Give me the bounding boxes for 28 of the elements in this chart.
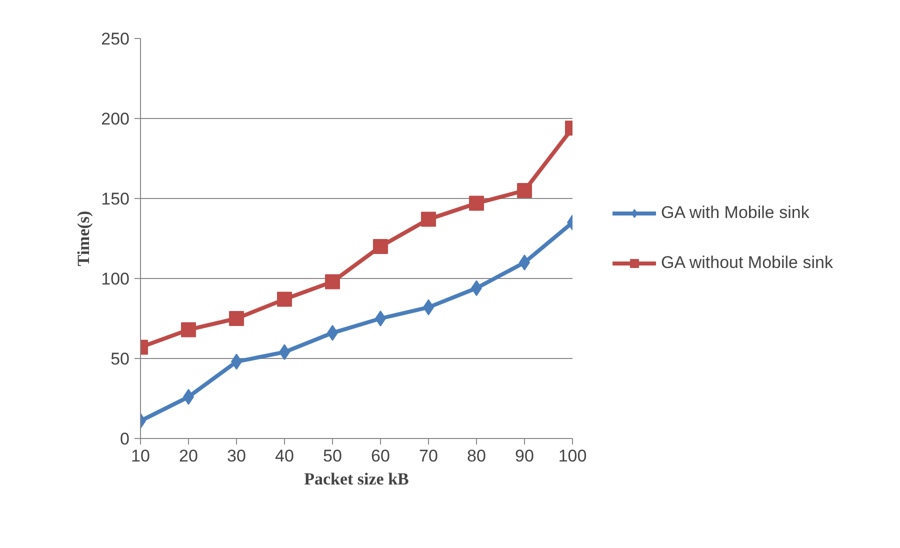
point [373, 239, 388, 254]
point [325, 274, 340, 290]
x-tick-label: 90 [515, 446, 534, 466]
x-tick-label: 20 [179, 446, 198, 466]
y-tick-label: 250 [101, 30, 130, 48]
x-axis-title: Packet size kB [304, 470, 409, 488]
legend-label: GA with Mobile sink [661, 203, 810, 223]
x-tick-label: 40 [275, 446, 294, 466]
x-tick-label: 10 [131, 446, 150, 466]
point [469, 196, 484, 211]
y-tick-label: 200 [101, 110, 130, 128]
point [277, 292, 292, 307]
y-tick-label: 50 [110, 350, 130, 368]
y-tick-label: 150 [101, 190, 130, 208]
x-tick-label: 70 [419, 446, 438, 466]
y-tick-label: 0 [120, 430, 130, 448]
x-tick-label: 100 [558, 446, 587, 466]
point [181, 322, 196, 338]
x-tick-label: 50 [323, 446, 342, 466]
x-tick-label: 80 [467, 446, 486, 466]
x-tick-label: 30 [227, 446, 246, 466]
point [517, 183, 532, 198]
y-tick-label: 100 [101, 270, 130, 288]
point [421, 212, 436, 227]
legend-label: GA without Mobile sink [661, 253, 833, 273]
point [229, 311, 244, 326]
x-tick-label: 60 [371, 446, 390, 466]
y-axis-title: Time(s) [74, 210, 94, 266]
